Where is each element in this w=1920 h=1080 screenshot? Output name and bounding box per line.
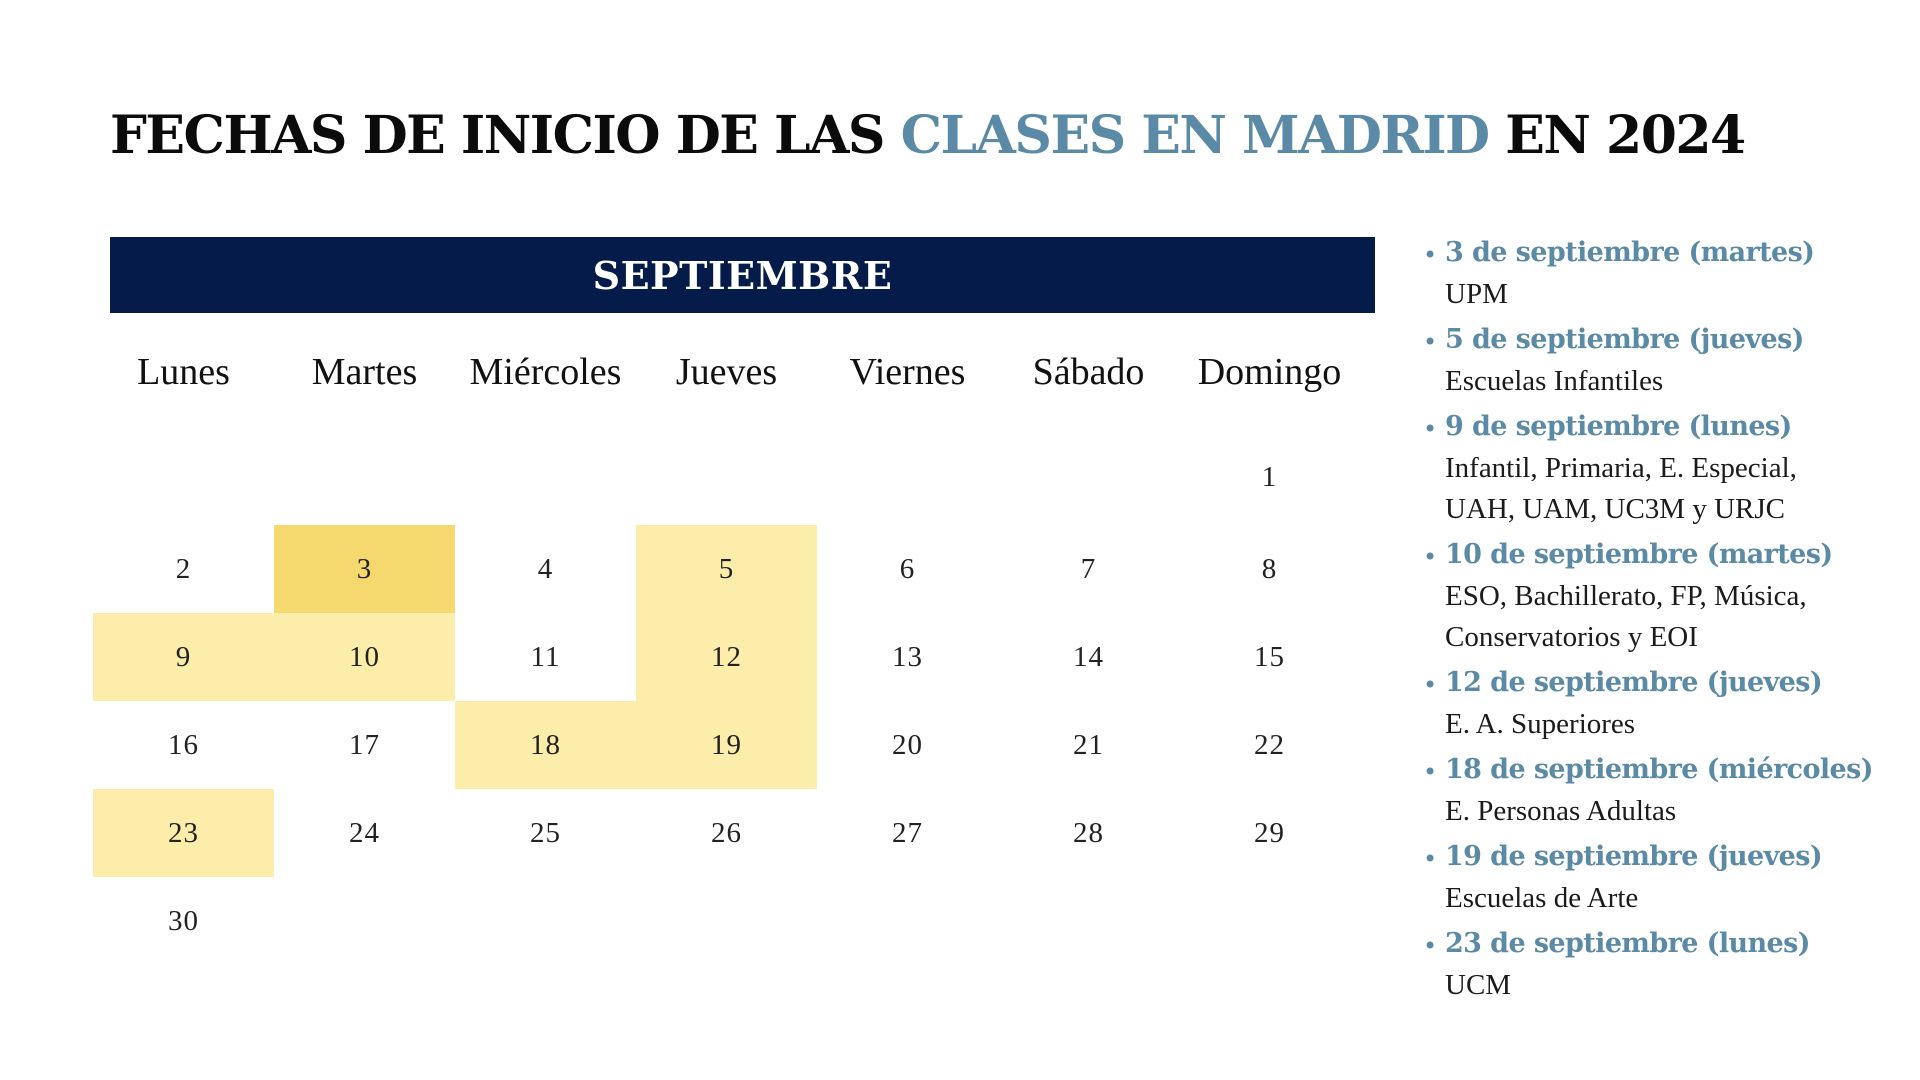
event-date: 5 de septiembre (jueves) <box>1445 324 1804 355</box>
bullet-icon: • <box>1423 671 1438 699</box>
page-title: FECHAS DE INICIO DE LAS CLASES EN MADRID… <box>110 100 1746 172</box>
weekday-label-2: Miércoles <box>469 351 622 393</box>
event-item: • 9 de septiembre (lunes) Infantil, Primar… <box>1415 406 1905 530</box>
day-cell-17: 17 <box>349 728 380 761</box>
weekday-label-0: Lunes <box>137 351 230 393</box>
event-list: • 3 de septiembre (martes) UPM • 5 de septie… <box>1415 232 1905 1010</box>
event-item: • 5 de septiembre (jueves) Escuelas Infant… <box>1415 319 1905 402</box>
bullet-icon: • <box>1423 758 1438 786</box>
event-date: 9 de septiembre (lunes) <box>1445 411 1792 442</box>
weekday-label-1: Martes <box>311 351 418 393</box>
day-cell-14: 14 <box>1073 640 1104 673</box>
event-description: UPM <box>1445 278 1508 310</box>
day-cell-8: 8 <box>1261 552 1278 585</box>
title-part-1: FECHAS DE INICIO DE LAS <box>110 105 901 166</box>
event-date: 3 de septiembre (martes) <box>1445 237 1815 268</box>
event-description: E. Personas Adultas <box>1445 795 1677 827</box>
event-item: • 12 de septiembre (jueves) E. A. Superior… <box>1415 662 1905 745</box>
bullet-icon: • <box>1423 415 1438 443</box>
day-cell-30: 30 <box>168 904 199 937</box>
weekday-label-5: Sábado <box>1032 351 1145 393</box>
event-description: Escuelas Infantiles <box>1445 365 1664 397</box>
day-cell-18: 18 <box>455 701 636 789</box>
event-date: 10 de septiembre (martes) <box>1445 539 1833 570</box>
day-cell-16: 16 <box>168 728 199 761</box>
bullet-icon: • <box>1423 543 1438 571</box>
day-cell-28: 28 <box>1073 816 1104 849</box>
day-cell-24: 24 <box>349 816 380 849</box>
day-cell-23: 23 <box>93 789 274 877</box>
day-cell-6: 6 <box>899 552 916 585</box>
day-cell-25: 25 <box>530 816 561 849</box>
event-date: 19 de septiembre (jueves) <box>1445 841 1823 872</box>
event-item: • 23 de septiembre (lunes) UCM <box>1415 923 1905 1006</box>
event-description: Infantil, Primaria, E. Especial, UAH, UA… <box>1445 452 1797 525</box>
day-cell-27: 27 <box>892 816 923 849</box>
day-cell-20: 20 <box>892 728 923 761</box>
day-cell-21: 21 <box>1073 728 1104 761</box>
day-cell-2: 2 <box>175 552 192 585</box>
day-cell-12: 12 <box>636 613 817 701</box>
day-cell-22: 22 <box>1254 728 1285 761</box>
bullet-icon: • <box>1423 241 1438 269</box>
day-cell-15: 15 <box>1254 640 1285 673</box>
day-cell-29: 29 <box>1254 816 1285 849</box>
event-item: • 18 de septiembre (miércoles) E. Personas… <box>1415 749 1905 832</box>
day-cell-13: 13 <box>892 640 923 673</box>
day-cell-1: 1 <box>1261 460 1278 493</box>
event-item: • 3 de septiembre (martes) UPM <box>1415 232 1905 315</box>
title-part-2: EN 2024 <box>1488 105 1746 166</box>
event-date: 23 de septiembre (lunes) <box>1445 928 1811 959</box>
bullet-icon: • <box>1423 845 1438 873</box>
day-cell-19: 19 <box>636 701 817 789</box>
event-item: • 19 de septiembre (jueves) Escuelas de Ar… <box>1415 836 1905 919</box>
day-cell-26: 26 <box>711 816 742 849</box>
month-name: SEPTIEMBRE <box>592 252 893 298</box>
bullet-icon: • <box>1423 932 1438 960</box>
weekday-label-3: Jueves <box>675 351 778 393</box>
event-description: E. A. Superiores <box>1445 708 1636 740</box>
event-date: 18 de septiembre (miércoles) <box>1445 754 1874 785</box>
day-cell-4: 4 <box>537 552 554 585</box>
day-cell-3: 3 <box>274 525 455 613</box>
day-cell-11: 11 <box>530 640 561 673</box>
day-cell-10: 10 <box>274 613 455 701</box>
day-cell-7: 7 <box>1080 552 1097 585</box>
event-item: • 10 de septiembre (martes) ESO, Bachiller… <box>1415 534 1905 658</box>
event-description: Escuelas de Arte <box>1445 882 1639 914</box>
bullet-icon: • <box>1423 328 1438 356</box>
event-description: ESO, Bachillerato, FP, Música, Conservat… <box>1445 580 1807 653</box>
event-description: UCM <box>1445 969 1512 1001</box>
day-cell-5: 5 <box>636 525 817 613</box>
month-banner: SEPTIEMBRE <box>110 237 1375 313</box>
day-cell-9: 9 <box>93 613 274 701</box>
weekday-label-6: Domingo <box>1197 351 1342 393</box>
event-date: 12 de septiembre (jueves) <box>1445 667 1823 698</box>
title-accent: CLASES EN MADRID <box>900 105 1491 166</box>
weekday-label-4: Viernes <box>849 351 966 393</box>
